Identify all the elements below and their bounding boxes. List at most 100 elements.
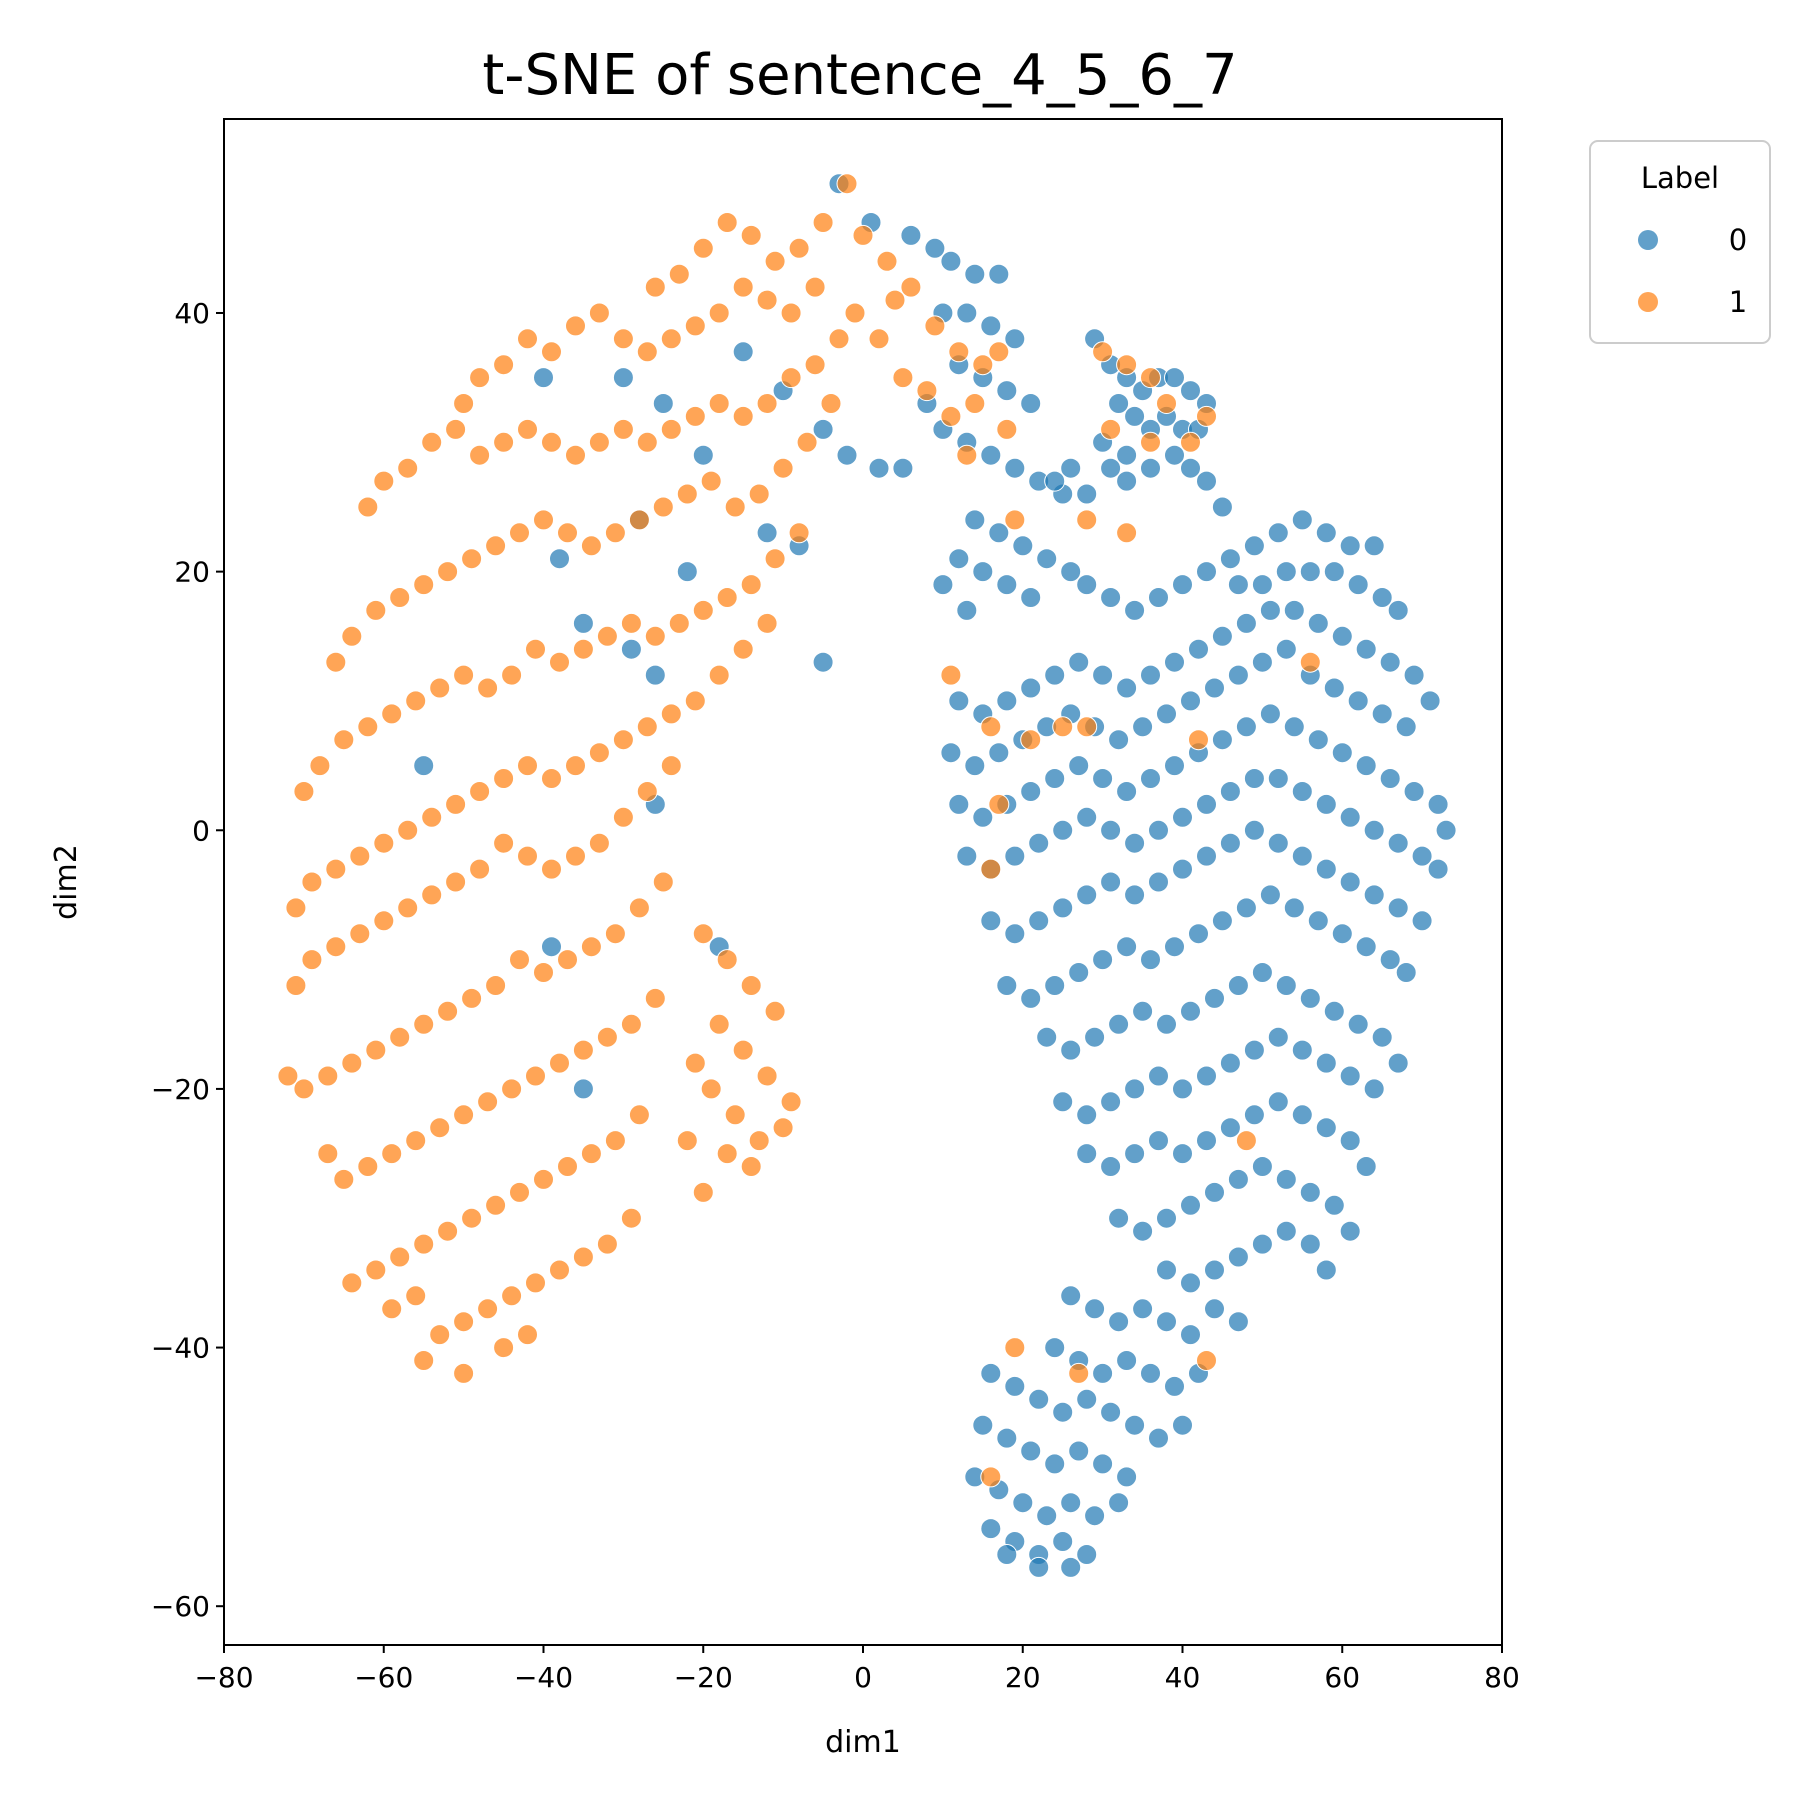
point-series-0 bbox=[1219, 1117, 1241, 1139]
point-series-0 bbox=[1012, 535, 1034, 557]
point-series-0 bbox=[1172, 1143, 1193, 1165]
point-series-0 bbox=[1251, 574, 1273, 596]
point-series-1 bbox=[572, 1039, 594, 1061]
point-series-0 bbox=[1004, 923, 1026, 945]
point-series-1 bbox=[509, 1181, 530, 1203]
point-series-0 bbox=[1227, 664, 1249, 686]
point-series-0 bbox=[1092, 949, 1114, 971]
point-series-1 bbox=[341, 625, 363, 647]
point-series-1 bbox=[900, 276, 922, 298]
point-series-0 bbox=[676, 561, 698, 583]
point-series-1 bbox=[397, 897, 419, 919]
y-tick-label: 40 bbox=[174, 297, 210, 330]
point-series-1 bbox=[628, 1104, 650, 1126]
point-series-0 bbox=[1315, 522, 1337, 544]
point-series-1 bbox=[469, 367, 491, 389]
point-series-0 bbox=[1172, 806, 1193, 828]
point-series-1 bbox=[732, 276, 754, 298]
point-series-1 bbox=[525, 1065, 546, 1087]
point-series-1 bbox=[365, 1039, 387, 1061]
point-series-1 bbox=[517, 328, 538, 350]
point-series-1 bbox=[868, 328, 890, 350]
point-series-0 bbox=[1291, 845, 1313, 867]
point-series-1 bbox=[437, 1220, 459, 1242]
point-series-0 bbox=[1108, 729, 1130, 751]
point-series-1 bbox=[1020, 729, 1042, 751]
point-series-0 bbox=[1004, 845, 1026, 867]
point-series-0 bbox=[1052, 819, 1074, 841]
point-series-0 bbox=[620, 638, 642, 660]
point-series-1 bbox=[1196, 1350, 1217, 1371]
y-tick-label: −40 bbox=[151, 1332, 210, 1365]
point-series-1 bbox=[445, 418, 467, 440]
point-series-0 bbox=[1323, 561, 1345, 583]
point-series-0 bbox=[1323, 1000, 1345, 1022]
point-series-1 bbox=[772, 1117, 794, 1139]
point-series-1 bbox=[373, 470, 395, 492]
point-series-1 bbox=[549, 1052, 570, 1074]
point-series-0 bbox=[988, 263, 1010, 285]
point-series-0 bbox=[1211, 625, 1233, 647]
point-series-1 bbox=[980, 1466, 1002, 1488]
point-series-1 bbox=[716, 212, 738, 233]
point-series-1 bbox=[628, 897, 650, 919]
point-series-1 bbox=[764, 1000, 786, 1022]
point-series-1 bbox=[333, 729, 355, 751]
point-series-1 bbox=[509, 949, 530, 971]
point-series-1 bbox=[852, 224, 874, 246]
point-series-1 bbox=[884, 289, 906, 311]
point-series-0 bbox=[1411, 910, 1433, 932]
point-series-1 bbox=[708, 302, 730, 324]
point-series-1 bbox=[565, 315, 586, 337]
y-tick-label: 0 bbox=[192, 814, 210, 847]
point-series-0 bbox=[1140, 457, 1161, 479]
point-series-1 bbox=[740, 1156, 762, 1177]
point-series-1 bbox=[381, 1143, 403, 1165]
point-series-0 bbox=[541, 936, 562, 958]
point-series-0 bbox=[1052, 1091, 1074, 1113]
point-series-1 bbox=[517, 1324, 538, 1346]
point-series-0 bbox=[1020, 781, 1042, 802]
point-series-0 bbox=[413, 755, 435, 777]
legend-label-1: 1 bbox=[1729, 285, 1747, 319]
point-series-0 bbox=[1291, 1039, 1313, 1061]
point-series-0 bbox=[1331, 923, 1353, 945]
point-series-1 bbox=[357, 716, 379, 738]
point-series-1 bbox=[517, 418, 538, 440]
point-series-1 bbox=[413, 574, 435, 596]
point-series-1 bbox=[1140, 367, 1161, 389]
point-series-1 bbox=[892, 367, 914, 389]
point-series-1 bbox=[389, 1026, 411, 1048]
point-series-1 bbox=[421, 884, 443, 906]
point-series-1 bbox=[724, 496, 746, 518]
point-series-1 bbox=[684, 315, 706, 337]
x-tick-label: −20 bbox=[674, 1661, 733, 1694]
point-series-1 bbox=[588, 302, 610, 324]
point-series-1 bbox=[756, 289, 778, 311]
point-series-0 bbox=[572, 612, 594, 634]
point-series-0 bbox=[1291, 509, 1313, 531]
point-series-0 bbox=[1227, 1311, 1249, 1333]
point-series-1 bbox=[485, 975, 507, 996]
point-series-0 bbox=[1068, 1440, 1090, 1462]
x-tick-label: −80 bbox=[194, 1661, 253, 1694]
point-series-0 bbox=[1180, 1194, 1201, 1216]
point-series-1 bbox=[700, 470, 722, 492]
point-series-0 bbox=[1124, 405, 1146, 427]
point-series-1 bbox=[1116, 522, 1138, 544]
point-series-1 bbox=[485, 1194, 507, 1216]
legend-box bbox=[1589, 140, 1771, 344]
point-series-1 bbox=[469, 858, 491, 880]
point-series-0 bbox=[940, 742, 962, 764]
y-tick-label: −20 bbox=[151, 1073, 210, 1106]
point-series-0 bbox=[1092, 1453, 1114, 1475]
point-series-0 bbox=[964, 263, 986, 285]
point-series-0 bbox=[1379, 949, 1401, 971]
point-series-0 bbox=[972, 561, 994, 583]
point-series-0 bbox=[1084, 1505, 1106, 1527]
point-series-0 bbox=[644, 664, 666, 686]
point-series-0 bbox=[1275, 561, 1297, 583]
chart-title: t-SNE of sentence_4_5_6_7 bbox=[482, 43, 1237, 108]
point-series-1 bbox=[572, 1246, 594, 1268]
legend-marker-0 bbox=[1638, 230, 1658, 250]
